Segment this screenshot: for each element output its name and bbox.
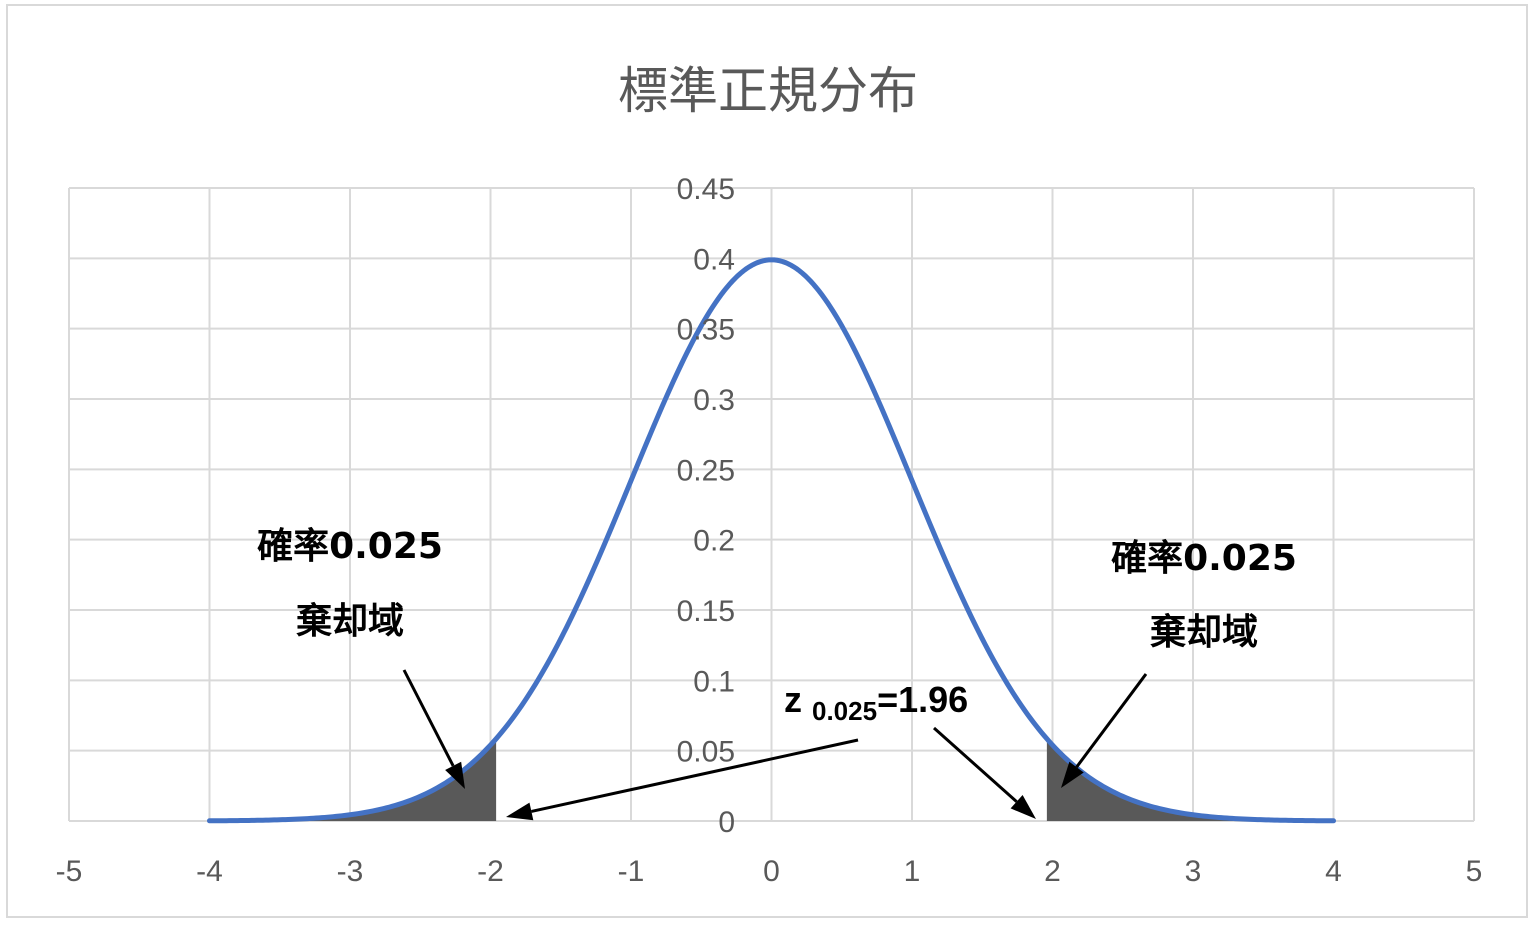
x-tick-label-6: 1 (904, 855, 921, 888)
chart-frame: 標準正規分布 0 0.05 0.1 0.15 0.2 0.25 0.3 0.35 0.4 0.45… (6, 4, 1528, 918)
annotations: 確率0.025 棄却域 確率0.025 棄却域 z 0.025=1.96 (257, 526, 1297, 726)
normal-curve (207, 257, 1336, 824)
y-tick-label-6: 0.3 (693, 384, 735, 417)
x-tick-label-1: -4 (196, 855, 223, 888)
y-tick-label-4: 0.2 (693, 525, 735, 558)
chart-title: 標準正規分布 (618, 62, 918, 120)
z-value: =1.96 (877, 679, 968, 720)
y-tick-label-8: 0.4 (693, 243, 735, 276)
right-probability-label: 確率0.025 (1111, 538, 1297, 579)
y-axis-ticks: 0 0.05 0.1 0.15 0.2 0.25 0.3 0.35 0.4 0.45 (677, 173, 735, 839)
chart-svg: 標準正規分布 0 0.05 0.1 0.15 0.2 0.25 0.3 0.35 0.4 0.45… (56, 62, 1483, 888)
z-critical-label: z 0.025=1.96 (784, 679, 968, 726)
x-tick-label-4: -1 (618, 855, 645, 888)
x-tick-label-10: 5 (1466, 855, 1483, 888)
right-region-arrow (1061, 673, 1148, 788)
left-rejection-label: 棄却域 (296, 601, 404, 642)
z-subscript: 0.025 (812, 696, 877, 726)
left-probability-label: 確率0.025 (257, 526, 443, 567)
x-tick-label-5: 0 (763, 855, 780, 888)
x-axis-ticks: -5 -4 -3 -2 -1 0 1 2 3 4 5 (56, 855, 1483, 888)
x-tick-label-9: 4 (1325, 855, 1342, 888)
right-critical-arrow (933, 726, 1036, 819)
x-tick-label-2: -3 (337, 855, 364, 888)
y-tick-label-5: 0.25 (677, 454, 735, 487)
y-tick-label-3: 0.15 (677, 595, 735, 628)
x-tick-label-0: -5 (56, 855, 83, 888)
y-tick-label-0: 0 (718, 806, 735, 839)
x-tick-label-8: 3 (1185, 855, 1202, 888)
left-region-arrow (402, 669, 465, 789)
gridlines (68, 187, 1475, 822)
y-tick-label-2: 0.1 (693, 665, 735, 698)
x-tick-label-7: 2 (1044, 855, 1061, 888)
normal-curve-line (207, 257, 1336, 824)
rejection-region-1 (1046, 738, 1334, 821)
z-symbol: z (784, 679, 802, 720)
rejection-region-0 (209, 738, 497, 821)
left-critical-arrow (506, 738, 859, 821)
right-rejection-label: 棄却域 (1150, 612, 1258, 653)
y-tick-label-1: 0.05 (677, 736, 735, 769)
rejection-regions (209, 738, 1334, 821)
x-tick-label-3: -2 (477, 855, 504, 888)
y-tick-label-9: 0.45 (677, 173, 735, 206)
annotation-arrows (402, 669, 1148, 821)
y-tick-label-7: 0.35 (677, 314, 735, 347)
